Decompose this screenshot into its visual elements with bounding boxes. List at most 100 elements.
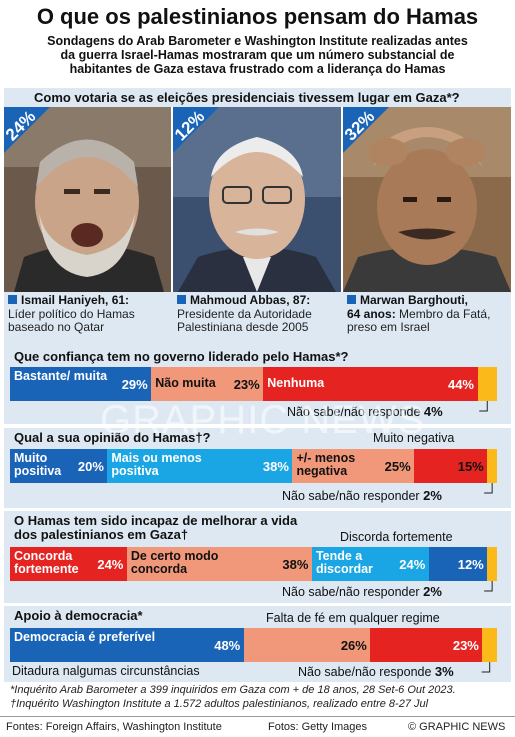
stacked-bar: Concorda fortemente 24% De certo modo conc… bbox=[10, 547, 498, 581]
segment-value: 23% bbox=[233, 377, 260, 392]
note-c1-dk: Não sabe/não responde 4% bbox=[287, 404, 443, 419]
photo-credit: Fotos: Getty Images bbox=[268, 721, 368, 733]
caption-haniyeh: Ismail Haniyeh, 61: Líder político do Ha… bbox=[8, 293, 173, 335]
bar-segment: Tende a discordar 24% bbox=[311, 547, 430, 581]
bar-segment: 12% bbox=[428, 547, 488, 581]
square-marker bbox=[8, 295, 17, 304]
note-c2-dk: Não sabe/não responder 2% bbox=[282, 488, 442, 503]
bar-segment: Democracia é preferível 48% bbox=[10, 628, 245, 662]
note-label: Muito negativa bbox=[373, 431, 455, 445]
segment-value: 29% bbox=[121, 377, 148, 392]
segment-label: +/- menos negativa bbox=[296, 451, 356, 478]
badge-haniyeh bbox=[4, 107, 50, 153]
stacked-bar: Bastante/ muita 29% Não muita 23% Nenhuma 44% bbox=[10, 367, 498, 401]
segment-value: 25% bbox=[384, 459, 411, 474]
bar-segment bbox=[482, 628, 498, 662]
bar-segment: Muito positiva 20% bbox=[10, 449, 108, 483]
note-c2-neg: Muito negativa bbox=[373, 431, 454, 445]
segment-label: Muito positiva bbox=[14, 451, 62, 478]
note-label: Não sabe/não responder bbox=[282, 489, 420, 503]
candidate-desc: preso em Israel bbox=[347, 320, 430, 334]
subtitle-line: Sondagens do Arab Barometer e Washington… bbox=[47, 34, 468, 48]
bar-segment: Concorda fortemente 24% bbox=[10, 547, 128, 581]
note-c3-dk: Não sabe/não responder 2% bbox=[282, 584, 442, 599]
photo-haniyeh: 24% bbox=[4, 107, 171, 292]
subtitle: Sondagens do Arab Barometer e Washington… bbox=[10, 34, 505, 76]
chart-title: Que confiança tem no governo liderado pe… bbox=[14, 349, 349, 364]
candidate-desc: Membro da Fatá, bbox=[399, 306, 491, 321]
brand-credit: © GRAPHIC NEWS bbox=[408, 721, 506, 733]
segment-label: Tende a discordar bbox=[315, 549, 373, 576]
stacked-bar: Muito positiva 20% Mais ou menos positiva 3… bbox=[10, 449, 498, 483]
bar-segment: Bastante/ muita 29% bbox=[10, 367, 152, 401]
note-c4-dict: Ditadura nalgumas circunstâncias bbox=[12, 664, 200, 678]
chart-title: O Hamas tem sido incapaz de melhorar a v… bbox=[14, 513, 298, 542]
segment-value: 44% bbox=[447, 377, 474, 392]
bar-segment: Não muita 23% bbox=[151, 367, 264, 401]
footnote-1: *Inquérito Arab Barometer a 399 inquirid… bbox=[10, 684, 456, 696]
note-label: Discorda fortemente bbox=[340, 530, 453, 544]
square-marker bbox=[347, 295, 356, 304]
candidate-name: Marwan Barghouti, bbox=[360, 293, 469, 307]
bar-segment: 26% bbox=[243, 628, 371, 662]
chart-title: Apoio à democracia* bbox=[14, 608, 143, 623]
segment-value: 12% bbox=[457, 557, 484, 572]
note-value: 2% bbox=[423, 584, 442, 599]
photo-barghouti: 32% bbox=[343, 107, 511, 292]
election-question: Como votaria se as eleições presidenciai… bbox=[34, 90, 460, 105]
square-marker bbox=[177, 295, 186, 304]
segment-label: Nenhuma bbox=[267, 376, 325, 390]
badge-barghouti bbox=[343, 107, 389, 153]
segment-value: 24% bbox=[399, 557, 426, 572]
segment-label: Concorda fortemente bbox=[14, 549, 79, 576]
note-label: Ditadura nalgumas circunstâncias bbox=[12, 664, 200, 678]
candidate-age: 64 anos: bbox=[347, 306, 396, 321]
photo-abbas: 12% bbox=[173, 107, 341, 292]
segment-value: 24% bbox=[97, 557, 124, 572]
candidate-desc: Líder político do Hamas bbox=[8, 306, 135, 321]
bar-segment bbox=[477, 367, 498, 401]
caption-abbas: Mahmoud Abbas, 87: Presidente da Autorid… bbox=[177, 293, 342, 335]
badge-abbas bbox=[173, 107, 219, 153]
candidate-desc: baseado no Qatar bbox=[8, 320, 105, 334]
caption-barghouti: Marwan Barghouti, 64 anos: Membro da Fat… bbox=[347, 293, 509, 335]
bar-segment: Mais ou menos positiva 38% bbox=[107, 449, 293, 483]
note-c3-disc: Discorda fortemente bbox=[340, 530, 453, 544]
candidate-desc: Palestiniana desde 2005 bbox=[177, 320, 309, 334]
note-label: Não sabe/não responde bbox=[298, 665, 432, 679]
segment-value: 26% bbox=[340, 638, 367, 653]
segment-label: Democracia é preferível bbox=[14, 630, 156, 644]
candidate-desc: Presidente da Autoridade bbox=[177, 306, 312, 321]
segment-label: Não muita bbox=[155, 376, 216, 390]
bar-segment bbox=[487, 449, 498, 483]
segment-label: Mais ou menos positiva bbox=[111, 451, 202, 478]
bar-segment: 23% bbox=[370, 628, 483, 662]
segment-value: 38% bbox=[262, 459, 289, 474]
footnote-2: †Inquérito Washington Institute a 1.572 … bbox=[10, 698, 429, 710]
note-value: 3% bbox=[434, 664, 454, 679]
candidate-captions: Ismail Haniyeh, 61: Líder político do Ha… bbox=[4, 292, 511, 346]
bar-segment: +/- menos negativa 25% bbox=[292, 449, 415, 483]
note-label: Falta de fé em qualquer regime bbox=[266, 611, 440, 625]
candidate-name: Mahmoud Abbas, 87: bbox=[190, 293, 311, 307]
subtitle-line: habitantes de Gaza estava frustrado com … bbox=[69, 62, 446, 76]
note-value: 2% bbox=[423, 488, 442, 503]
credits-bar: Fontes: Foreign Affairs, Washington Inst… bbox=[0, 716, 515, 737]
sources-credit: Fontes: Foreign Affairs, Washington Inst… bbox=[6, 721, 222, 733]
bar-segment: 15% bbox=[414, 449, 488, 483]
bar-segment: Nenhuma 44% bbox=[263, 367, 478, 401]
segment-label: Bastante/ muita bbox=[14, 369, 108, 383]
bar-segment: De certo modo concorda 38% bbox=[126, 547, 313, 581]
candidate-name: Ismail Haniyeh, 61: bbox=[21, 293, 130, 307]
subtitle-line: da guerra Israel-Hamas mostraram que um … bbox=[60, 48, 455, 62]
segment-value: 15% bbox=[457, 459, 484, 474]
note-c4-faith: Falta de fé em qualquer regime bbox=[266, 611, 440, 625]
stacked-bar: Democracia é preferível 48% 26% 23% bbox=[10, 628, 498, 662]
note-c4-dk: Não sabe/não responde 3% bbox=[298, 664, 454, 679]
segment-value: 23% bbox=[452, 638, 479, 653]
note-value: 4% bbox=[423, 404, 443, 419]
note-label: Não sabe/não responde bbox=[287, 405, 421, 419]
segment-label: De certo modo concorda bbox=[130, 549, 219, 576]
bar-segment bbox=[487, 547, 498, 581]
segment-value: 20% bbox=[77, 459, 104, 474]
